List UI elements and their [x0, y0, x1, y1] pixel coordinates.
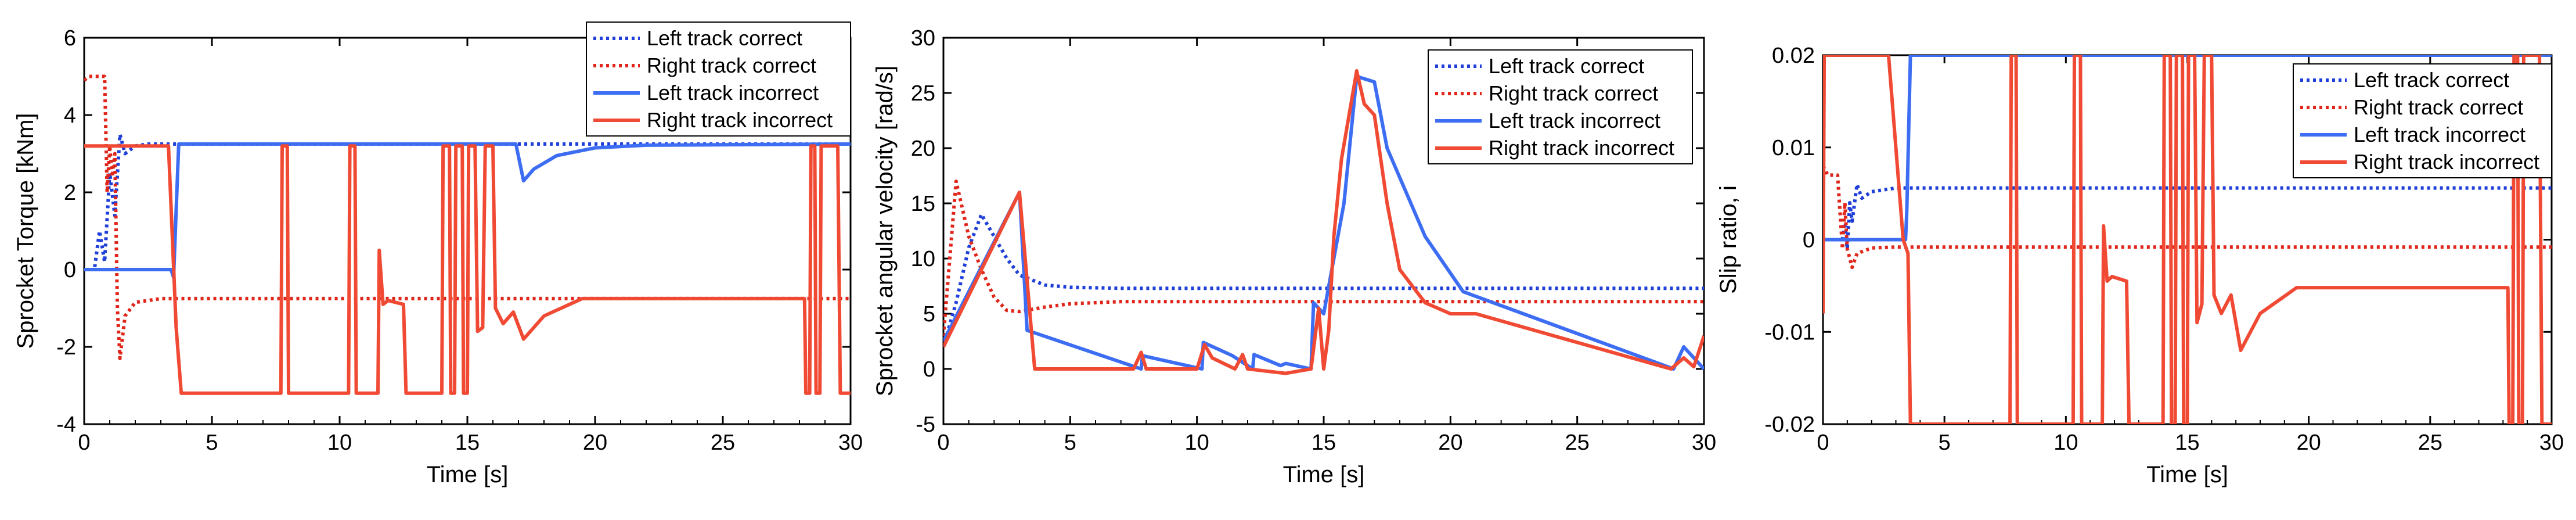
- series-line-left-track-incorrect: [1823, 55, 2552, 242]
- y-tick-label: 5: [923, 302, 935, 327]
- y-tick-label: 0: [1803, 228, 1815, 253]
- y-tick-label: 4: [64, 103, 76, 128]
- legend: Left track correct Right track correct Lef…: [586, 21, 851, 137]
- legend-box: [2293, 63, 2552, 178]
- y-tick-label: 0.02: [1772, 44, 1815, 68]
- series-group: [84, 74, 851, 395]
- y-tick-label: 20: [911, 137, 935, 161]
- y-axis-label: Slip ratio, i: [1716, 185, 1741, 294]
- y-tick-label: 10: [911, 247, 935, 271]
- legend-label-right-track-correct: Right track correct: [2354, 95, 2523, 119]
- series-line-right-track-correct: [84, 74, 851, 360]
- legend-label-right-track-correct: Right track correct: [647, 53, 816, 77]
- series-group: [943, 69, 1704, 375]
- x-tick-label: 15: [2175, 431, 2199, 455]
- y-tick-label: 6: [64, 26, 76, 51]
- legend-label-right-track-incorrect: Right track incorrect: [2354, 150, 2539, 174]
- y-axis-label: Sprocket Torque [kNm]: [13, 113, 38, 349]
- x-tick-label: 25: [1565, 431, 1590, 455]
- x-tick-label: 20: [583, 431, 607, 455]
- y-tick-label: -2: [56, 335, 76, 360]
- legend-box: [586, 21, 851, 137]
- legend-label-left-track-correct: Left track correct: [647, 26, 802, 50]
- y-tick-label: -0.02: [1764, 413, 1815, 437]
- x-tick-label: 5: [206, 431, 218, 455]
- legend-label-left-track-incorrect: Left track incorrect: [2354, 123, 2525, 146]
- x-tick-label: 25: [2418, 431, 2442, 455]
- x-tick-label: 5: [1939, 431, 1951, 455]
- series-line-right-track-correct: [943, 180, 1704, 336]
- y-tick-label: 0: [923, 357, 935, 382]
- x-tick-label: 30: [1692, 431, 1716, 455]
- x-tick-label: 5: [1064, 431, 1076, 455]
- y-tick-label: -4: [56, 413, 76, 437]
- x-tick-label: 30: [2539, 431, 2564, 455]
- legend: Left track correct Right track correct Lef…: [1428, 49, 1693, 164]
- y-tick-label: 2: [64, 181, 76, 205]
- series-line-left-track-correct: [84, 132, 851, 271]
- legend-label-left-track-incorrect: Left track incorrect: [647, 81, 819, 105]
- x-tick-label: 15: [1312, 431, 1336, 455]
- legend-label-left-track-correct: Left track correct: [1489, 54, 1644, 78]
- y-tick-label: 15: [911, 192, 935, 216]
- x-tick-label: 20: [2297, 431, 2321, 455]
- x-tick-label: 0: [937, 431, 949, 455]
- x-tick-label: 20: [1438, 431, 1462, 455]
- y-tick-label: 30: [911, 26, 935, 51]
- chart-1: 0 5 10 15 20 25 30 -4 -2 0 2 4 6 Time [s] Sprocket Tor…: [13, 21, 863, 487]
- x-tick-label: 10: [1185, 431, 1209, 455]
- legend-label-right-track-correct: Right track correct: [1489, 81, 1658, 105]
- legend: Left track correct Right track correct Lef…: [2293, 63, 2552, 178]
- x-tick-label: 10: [2053, 431, 2078, 455]
- series-group: [1823, 55, 2552, 424]
- x-tick-label: 0: [1817, 431, 1829, 455]
- legend-label-right-track-incorrect: Right track incorrect: [647, 108, 833, 132]
- x-tick-label: 10: [327, 431, 352, 455]
- y-tick-label: 25: [911, 81, 935, 106]
- legend-label-left-track-correct: Left track correct: [2354, 68, 2509, 92]
- x-tick-label: 15: [455, 431, 480, 455]
- legend-label-left-track-incorrect: Left track incorrect: [1489, 109, 1660, 132]
- x-axis-label: Time [s]: [2146, 462, 2228, 487]
- x-tick-label: 30: [838, 431, 863, 455]
- chart-3: 0 5 10 15 20 25 30 -0.02 -0.01 0 0.01 0.02 Time [s] S…: [1716, 44, 2564, 487]
- legend-box: [1428, 49, 1693, 164]
- y-tick-label: -0.01: [1764, 320, 1815, 345]
- x-axis-label: Time [s]: [427, 462, 509, 487]
- series-line-right-track-incorrect: [943, 69, 1704, 375]
- series-line-right-track-incorrect: [84, 144, 851, 395]
- series-line-right-track-correct: [1823, 165, 2552, 270]
- x-axis-label: Time [s]: [1283, 462, 1365, 487]
- legend-label-right-track-incorrect: Right track incorrect: [1489, 136, 1674, 160]
- x-tick-label: 0: [78, 431, 90, 455]
- y-tick-label: 0: [64, 258, 76, 282]
- y-tick-label: -5: [916, 413, 935, 437]
- y-axis-label: Sprocket angular velocity [rad/s]: [872, 66, 898, 396]
- series-line-left-track-correct: [943, 213, 1704, 347]
- y-tick-label: 0.01: [1772, 136, 1815, 160]
- series-line-left-track-correct: [1823, 182, 2552, 251]
- x-tick-label: 25: [711, 431, 735, 455]
